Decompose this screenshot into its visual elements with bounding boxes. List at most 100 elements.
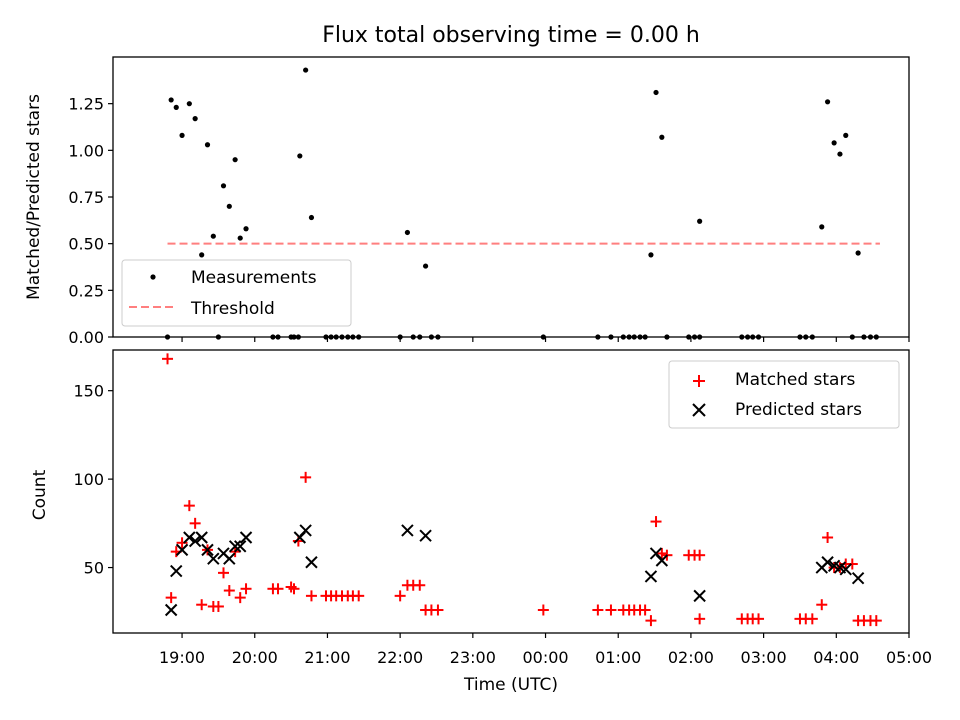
measurement-point xyxy=(648,252,654,258)
measurement-point xyxy=(168,97,174,103)
top-y-axis-label: Matched/Predicted stars xyxy=(24,94,44,300)
matched-star-point xyxy=(645,615,657,627)
x-tick-label: 00:00 xyxy=(522,648,568,667)
predicted-star-point xyxy=(401,524,414,537)
predicted-star-point xyxy=(207,552,220,565)
measurement-point xyxy=(179,132,185,138)
matched-star-point xyxy=(217,567,229,579)
x-tick-label: 22:00 xyxy=(377,648,423,667)
predicted-star-point xyxy=(299,524,312,537)
measurement-point xyxy=(232,157,238,163)
matched-star-point xyxy=(176,537,188,549)
x-axis-label: Time (UTC) xyxy=(463,675,558,695)
bottom-y-tick-label: 100 xyxy=(73,470,104,489)
measurement-point xyxy=(831,140,837,146)
bottom-axis: 19:00 20:00 21:00 22:00 23:00 00:00 01:00 02:00… xyxy=(73,382,932,667)
predicted-star-point xyxy=(419,529,432,542)
matched-star-point xyxy=(639,604,651,616)
top-axis: 0.00 0.25 0.50 0.75 1.00 1.25 xyxy=(68,95,910,347)
chart-title: Flux total observing time = 0.00 h xyxy=(322,23,700,48)
matched-star-point xyxy=(592,604,604,616)
bottom-legend: Matched stars Predicted stars xyxy=(668,360,900,429)
predicted-star-point xyxy=(851,571,865,585)
x-tick-label: 21:00 xyxy=(304,648,350,667)
top-legend: Measurements Threshold xyxy=(121,259,352,327)
top-y-tick-label: 0.75 xyxy=(68,188,104,207)
matched-star-point xyxy=(162,353,174,365)
matched-star-point xyxy=(300,471,312,483)
matched-star-point xyxy=(806,613,818,625)
matched-star-point xyxy=(394,590,406,602)
legend-predicted-label: Predicted stars xyxy=(735,400,862,420)
measurement-point xyxy=(243,226,249,232)
matched-star-point xyxy=(212,600,224,612)
measurement-point xyxy=(843,132,849,138)
predicted-star-point xyxy=(223,552,236,565)
predicted-star-point xyxy=(170,564,183,578)
x-tick-label: 23:00 xyxy=(450,648,496,667)
legend-predicted-marker xyxy=(692,403,706,417)
matched-star-point xyxy=(870,615,882,627)
top-y-tick-label: 1.25 xyxy=(68,95,104,114)
predicted-star-point xyxy=(164,603,178,617)
predicted-star-point xyxy=(228,540,242,553)
measurement-point xyxy=(210,233,216,239)
matched-star-point xyxy=(196,599,208,611)
predicted-star-point xyxy=(693,589,706,603)
bottom-y-tick-label: 50 xyxy=(84,559,104,578)
measurement-point xyxy=(404,229,411,236)
measurement-point xyxy=(199,252,205,258)
matched-star-point xyxy=(650,516,662,528)
matched-star-point xyxy=(288,583,300,595)
legend-matched-marker xyxy=(693,375,705,387)
matched-star-point xyxy=(305,590,317,602)
x-tick-label: 20:00 xyxy=(232,648,278,667)
measurement-point xyxy=(192,116,198,122)
legend-threshold-label: Threshold xyxy=(190,299,275,319)
x-tick-label: 05:00 xyxy=(886,648,932,667)
top-y-tick-label: 1.00 xyxy=(68,141,104,160)
predicted-star-point xyxy=(655,554,669,567)
top-plot-frame xyxy=(112,56,910,338)
top-y-tick-label: 0.25 xyxy=(68,281,104,300)
matched-star-point xyxy=(432,604,444,616)
measurement-point xyxy=(220,183,227,189)
predicted-star-point xyxy=(183,531,196,544)
predicted-star-point xyxy=(201,543,214,557)
predicted-star-point xyxy=(195,531,208,544)
matched-star-point xyxy=(183,500,195,512)
matched-star-point xyxy=(537,604,549,616)
matched-star-point xyxy=(272,583,284,595)
matched-star-point xyxy=(223,585,235,597)
measurement-point xyxy=(204,142,211,148)
measurement-point xyxy=(697,218,703,224)
matched-star-point xyxy=(822,531,834,543)
x-tick-label: 03:00 xyxy=(741,648,787,667)
measurement-point xyxy=(855,250,861,256)
matched-star-point xyxy=(656,547,668,559)
matched-star-point xyxy=(353,590,365,602)
bottom-y-axis-label: Count xyxy=(30,469,50,520)
matched-star-point xyxy=(189,517,201,529)
matched-star-point xyxy=(234,592,246,604)
predicted-star-point xyxy=(234,540,247,553)
measurement-point xyxy=(226,203,232,209)
measurement-point xyxy=(819,224,825,230)
predicted-star-point xyxy=(305,556,318,569)
matched-star-point xyxy=(753,613,765,625)
measurement-point xyxy=(653,89,659,96)
predicted-star-point xyxy=(821,556,834,569)
matched-star-point xyxy=(694,549,706,561)
measurement-point xyxy=(297,153,303,159)
legend-matched-label: Matched stars xyxy=(735,370,855,390)
bottom-plot-area xyxy=(162,353,882,627)
x-tick-label: 01:00 xyxy=(595,648,641,667)
matched-star-point xyxy=(816,599,828,611)
bottom-legend-frame xyxy=(668,360,900,429)
bottom-y-tick-label: 150 xyxy=(73,382,104,401)
matched-star-point xyxy=(694,613,706,625)
measurement-point xyxy=(422,263,429,269)
measurement-point xyxy=(659,134,665,140)
top-y-tick-label: 0.50 xyxy=(68,235,104,254)
